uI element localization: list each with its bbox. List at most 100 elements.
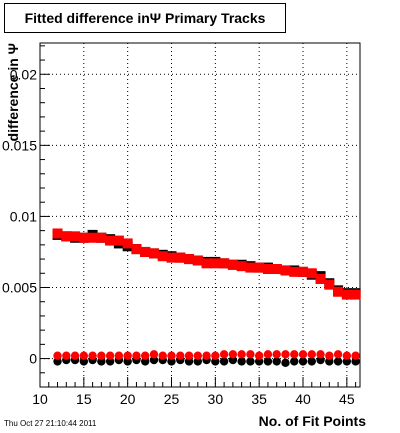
timestamp: Thu Oct 27 21:10:44 2011 <box>4 419 97 428</box>
x-tick-label: 40 <box>295 391 311 407</box>
data-point-circle <box>333 350 343 359</box>
data-point-square <box>298 266 309 277</box>
data-point-square <box>262 264 273 275</box>
data-point-square <box>271 264 282 275</box>
data-point-circle <box>228 350 238 359</box>
data-point-square <box>210 258 221 269</box>
y-tick-label: 0.015 <box>2 137 37 153</box>
plot-frame <box>39 42 361 388</box>
data-point-square <box>96 232 107 243</box>
series-1 <box>52 228 361 300</box>
data-point-circle <box>325 351 334 360</box>
data-point-circle <box>316 350 325 359</box>
data-point-circle <box>307 357 316 366</box>
data-point-circle <box>132 351 141 360</box>
data-point-square <box>333 286 344 297</box>
data-point-circle <box>307 350 316 359</box>
data-point-square <box>105 235 116 246</box>
x-tick-label: 45 <box>339 391 355 407</box>
grid <box>39 43 360 387</box>
x-tick-label: 20 <box>120 391 136 407</box>
data-point-square <box>148 248 159 259</box>
data-point-circle <box>88 351 97 360</box>
data-point-circle <box>237 357 246 366</box>
data-point-square <box>350 289 361 300</box>
data-point-circle <box>298 350 308 359</box>
data-point-square <box>341 289 352 300</box>
y-tick-label: 0.01 <box>10 208 37 224</box>
data-point-circle <box>237 350 246 359</box>
data-point-square <box>175 252 186 263</box>
data-point-circle <box>246 350 255 359</box>
data-point-circle <box>298 357 308 366</box>
data-point-circle <box>184 351 194 360</box>
data-point-square <box>219 258 230 269</box>
data-point-square <box>157 251 168 262</box>
data-point-square <box>254 262 265 273</box>
series-3 <box>53 350 360 360</box>
data-point-circle <box>167 351 176 360</box>
data-point-square <box>70 231 81 242</box>
data-point-square <box>166 252 177 263</box>
data-point-circle <box>246 357 255 366</box>
data-point-circle <box>281 358 290 368</box>
data-point-circle <box>351 351 360 360</box>
data-point-square <box>315 273 326 284</box>
data-point-circle <box>211 351 220 360</box>
data-point-circle <box>281 350 290 359</box>
data-point-square <box>87 232 98 243</box>
data-point-square <box>61 231 72 242</box>
data-point-square <box>52 228 63 239</box>
y-tick-label: 0.02 <box>10 66 37 82</box>
data-point-circle <box>263 350 273 359</box>
x-tick-label: 25 <box>164 391 180 407</box>
data-point-square <box>280 265 291 276</box>
chart-title-box: Fitted difference inΨ Primary Tracks <box>4 3 286 33</box>
x-tick-label: 15 <box>76 391 92 407</box>
data-point-square <box>131 244 142 255</box>
data-point-circle <box>290 350 299 359</box>
data-point-circle <box>193 351 203 360</box>
data-point-circle <box>79 351 89 360</box>
data-point-circle <box>158 351 167 360</box>
data-point-circle <box>254 351 264 360</box>
data-point-circle <box>105 351 115 360</box>
data-marks <box>52 228 361 368</box>
data-point-circle <box>263 357 273 366</box>
y-tick-label: 0.005 <box>2 279 37 295</box>
data-point-square <box>306 268 317 279</box>
data-point-circle <box>202 351 211 360</box>
data-point-circle <box>342 351 352 360</box>
x-tick-label: 35 <box>251 391 267 407</box>
tick-labels: 10 15 20 25 30 35 40 45 0 0.005 0.01 0.015 0.02 <box>2 66 355 407</box>
chart-title: Fitted difference inΨ Primary Tracks <box>24 10 266 26</box>
data-point-circle <box>272 350 281 359</box>
x-axis-label: No. of Fit Points <box>259 413 367 429</box>
data-point-square <box>289 266 300 277</box>
data-point-square <box>122 238 133 249</box>
data-point-circle <box>123 351 132 360</box>
x-tick-label: 30 <box>208 391 224 407</box>
data-point-circle <box>290 357 299 366</box>
data-point-circle <box>70 351 80 360</box>
data-point-circle <box>62 351 71 360</box>
y-axis-label: difference in Ψ <box>5 43 21 141</box>
data-point-square <box>227 259 238 270</box>
data-point-circle <box>333 357 343 366</box>
data-point-circle <box>219 350 229 359</box>
data-point-circle <box>176 351 185 360</box>
data-point-circle <box>53 351 62 360</box>
data-point-circle <box>149 350 159 359</box>
data-point-square <box>192 255 203 266</box>
data-point-square <box>140 246 151 257</box>
data-point-circle <box>97 351 106 360</box>
y-tick-label: 0 <box>29 351 37 367</box>
axis-ticks <box>39 45 357 387</box>
data-point-square <box>78 232 89 243</box>
data-point-circle <box>272 357 281 366</box>
data-point-square <box>324 279 335 290</box>
data-point-square <box>201 258 212 269</box>
data-point-circle <box>141 351 150 360</box>
data-point-circle <box>114 351 124 360</box>
